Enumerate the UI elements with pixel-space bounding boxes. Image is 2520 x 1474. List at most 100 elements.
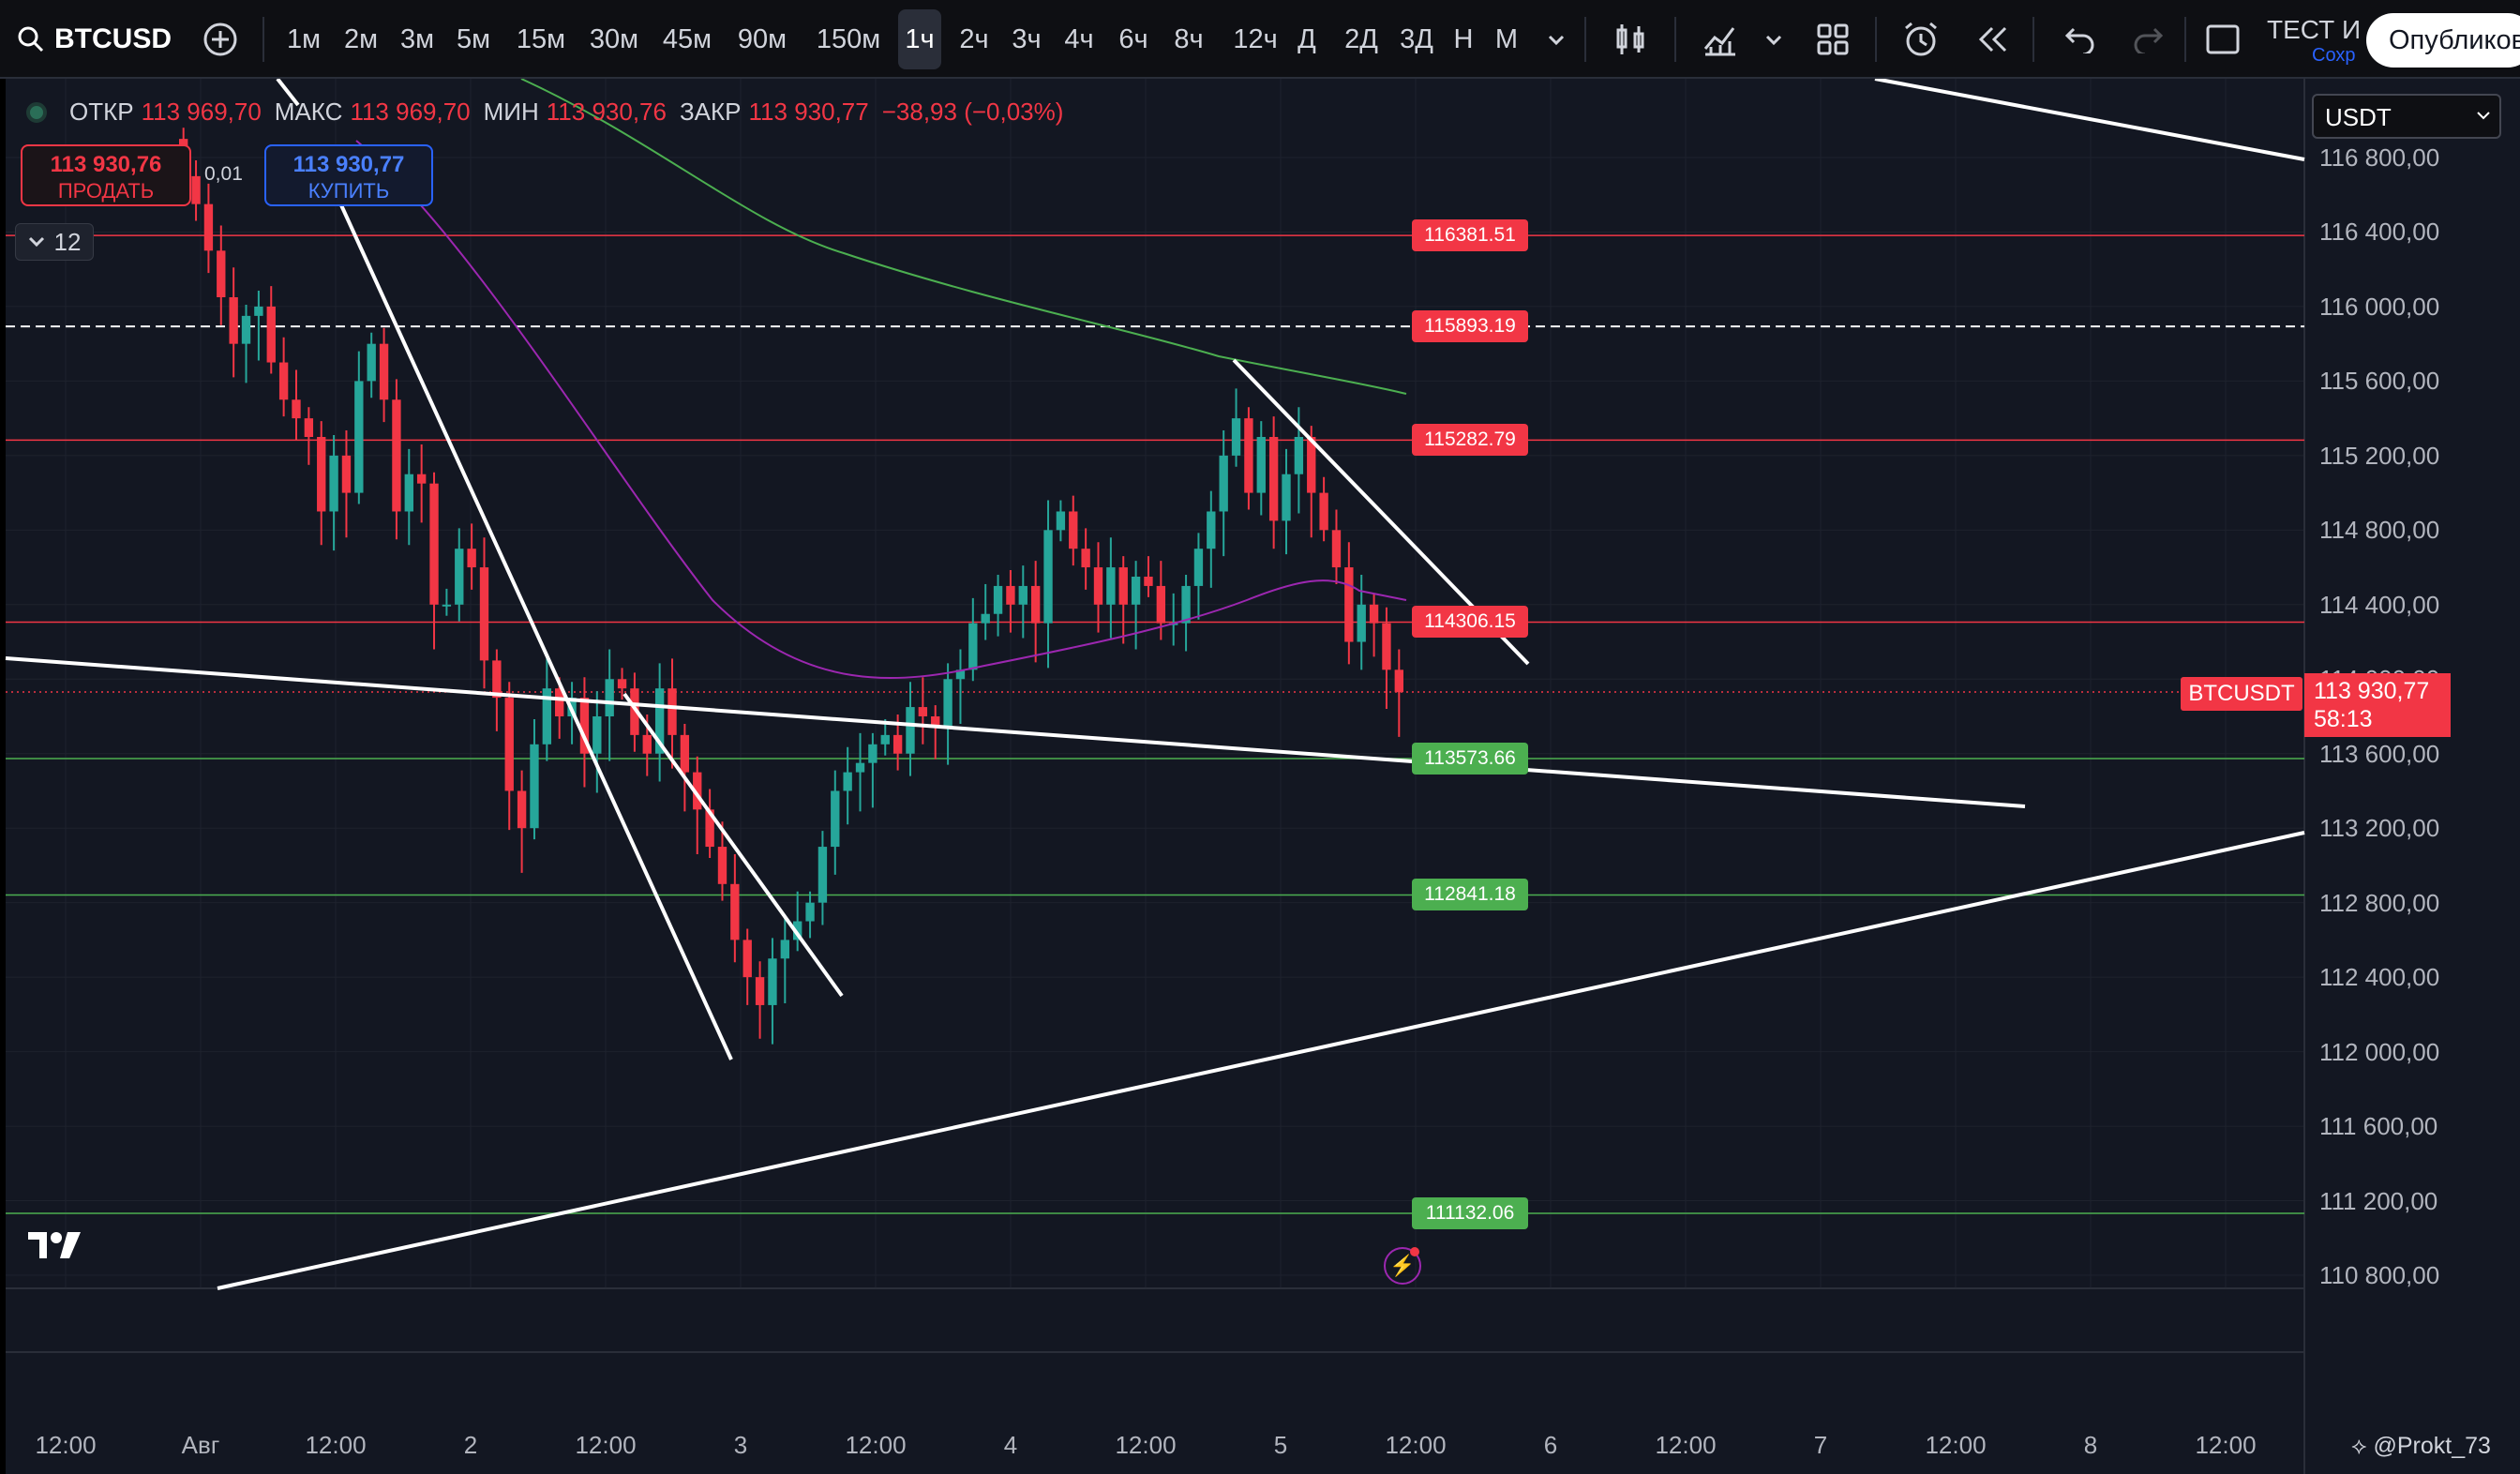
trend-line[interactable]	[217, 831, 2305, 1290]
chart-type-button[interactable]	[1609, 0, 1652, 79]
candle-body	[880, 734, 890, 745]
timeframe-16[interactable]: Д	[1298, 23, 1316, 54]
sell-button[interactable]: 113 930,76 ПРОДАТЬ	[21, 144, 191, 206]
moving-average-200	[520, 79, 1407, 395]
timeframe-2[interactable]: 3м	[399, 23, 435, 54]
timeframe-13[interactable]: 6ч	[1118, 23, 1148, 54]
publish-button[interactable]: Опубликов	[2366, 13, 2520, 68]
timeframe-12[interactable]: 4ч	[1064, 23, 1094, 54]
candle-body	[542, 688, 552, 745]
candle-body	[1069, 511, 1078, 549]
timeframe-3[interactable]: 5м	[456, 23, 491, 54]
close-label: ЗАКР	[679, 98, 742, 126]
add-symbol-button[interactable]	[197, 0, 244, 79]
indicators-dropdown[interactable]	[1757, 0, 1791, 79]
candle-body	[931, 716, 940, 726]
timeframe-14[interactable]: 8ч	[1174, 23, 1204, 54]
candle-body	[1043, 530, 1053, 624]
time-axis-label: 12:00	[1925, 1431, 1987, 1459]
timeframe-1[interactable]: 2м	[343, 23, 379, 54]
market-status-icon	[26, 101, 47, 123]
tradingview-logo[interactable]	[26, 1228, 86, 1271]
timeframe-15[interactable]: 12ч	[1233, 23, 1278, 54]
trend-line[interactable]	[622, 692, 844, 998]
timeframe-8[interactable]: 150м	[816, 23, 881, 54]
candle-body	[229, 297, 238, 344]
timeframe-19[interactable]: Н	[1453, 23, 1474, 54]
time-axis-label: 8	[2083, 1431, 2098, 1459]
layout-name[interactable]: ТЕСТ И	[2267, 15, 2362, 44]
replay-button[interactable]	[1969, 0, 2016, 79]
level-label[interactable]: 113573.66	[1412, 742, 1528, 775]
lightning-icon[interactable]: ⚡	[1384, 1247, 1421, 1285]
candle-body	[943, 679, 952, 726]
symbol-name: BTCUSD	[54, 23, 172, 54]
alarm-clock-icon	[1905, 22, 1937, 56]
level-label[interactable]: 116381.51	[1412, 219, 1528, 252]
timeframe-20[interactable]: М	[1494, 23, 1519, 54]
candle-body	[317, 437, 326, 512]
time-axis-label: 12:00	[1115, 1431, 1177, 1459]
redo-button[interactable]	[2126, 0, 2169, 79]
fullscreen-button[interactable]	[2199, 0, 2246, 79]
timeframe-7[interactable]: 90м	[737, 23, 788, 54]
currency-value: USDT	[2325, 103, 2392, 131]
level-label[interactable]: 111132.06	[1412, 1197, 1528, 1230]
timeframe-10[interactable]: 2ч	[959, 23, 989, 54]
buy-button[interactable]: 113 930,77 КУПИТЬ	[264, 144, 433, 206]
level-label[interactable]: 115893.19	[1412, 310, 1528, 343]
divider	[1584, 17, 1586, 62]
level-label[interactable]: 112841.18	[1412, 879, 1528, 911]
layouts-button[interactable]	[1809, 0, 1856, 79]
candle-body	[191, 175, 201, 204]
candle-body	[341, 455, 352, 493]
price-chart[interactable]	[0, 79, 2520, 1474]
trend-line[interactable]	[1874, 79, 2305, 161]
undo-button[interactable]	[2059, 0, 2102, 79]
buy-price: 113 930,77	[292, 152, 405, 177]
trend-line[interactable]	[336, 196, 733, 1060]
price-axis-label: 114 400,00	[2319, 590, 2440, 619]
candle-body	[717, 847, 728, 884]
indicators-collapse-button[interactable]: 12	[15, 223, 94, 261]
buy-label: КУПИТЬ	[308, 179, 390, 203]
candle-body	[1156, 585, 1166, 624]
timeframe-11[interactable]: 3ч	[1012, 23, 1042, 54]
alert-button[interactable]	[1898, 0, 1944, 79]
chevron-down-icon	[1548, 35, 1565, 46]
currency-select[interactable]: USDT	[2312, 94, 2501, 139]
candle-body	[680, 734, 690, 773]
candlesticks	[179, 128, 1403, 1045]
timeframe-17[interactable]: 2Д	[1344, 23, 1378, 54]
layout-save-status: Сохр	[2312, 45, 2356, 66]
undo-icon	[2064, 27, 2094, 53]
candle-body	[780, 940, 789, 959]
trend-line[interactable]	[5, 656, 2026, 808]
trend-line[interactable]	[276, 79, 300, 107]
timeframe-18[interactable]: 3Д	[1400, 23, 1433, 54]
level-label[interactable]: 114306.15	[1412, 606, 1528, 639]
candle-body	[1093, 567, 1103, 605]
candle-body	[479, 567, 489, 661]
candle-body	[855, 762, 865, 773]
candle-body	[1118, 567, 1128, 605]
moving-average-50	[355, 140, 1407, 680]
time-axis-label: 12:00	[2195, 1431, 2257, 1459]
indicators-button[interactable]	[1697, 0, 1744, 79]
timeframe-5[interactable]: 30м	[589, 23, 639, 54]
candle-body	[755, 977, 765, 1005]
bar-countdown: 58:13	[2314, 706, 2373, 732]
timeframe-6[interactable]: 45м	[662, 23, 712, 54]
candle-body	[742, 940, 752, 978]
timeframe-dropdown-button[interactable]	[1538, 0, 1575, 79]
price-axis-label: 110 800,00	[2319, 1261, 2440, 1289]
timeframe-0[interactable]: 1м	[286, 23, 322, 54]
timeframe-9[interactable]: 1ч	[898, 9, 941, 69]
trend-lines	[5, 79, 2305, 1290]
candle-body	[1357, 604, 1366, 642]
price-axis-label: 112 400,00	[2319, 963, 2440, 992]
symbol-search-button[interactable]: BTCUSD	[17, 0, 172, 79]
level-label[interactable]: 115282.79	[1412, 424, 1528, 457]
timeframe-4[interactable]: 15м	[516, 23, 566, 54]
time-axis-label: 12:00	[1385, 1431, 1447, 1459]
